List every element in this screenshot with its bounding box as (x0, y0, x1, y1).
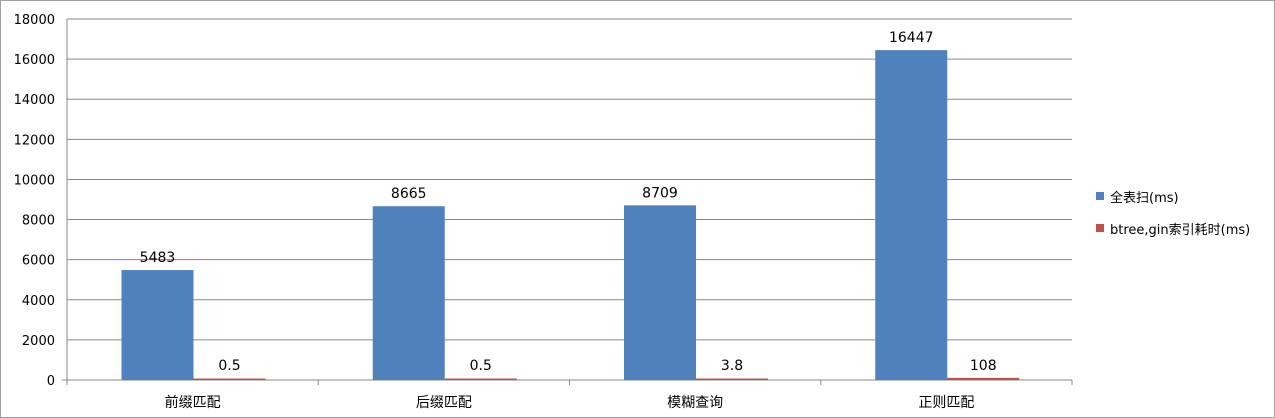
x-category-label: 后缀匹配 (416, 395, 472, 411)
y-tick-label: 14000 (14, 93, 55, 108)
data-label: 8665 (391, 186, 427, 202)
data-label: 3.8 (721, 358, 743, 374)
bar (624, 205, 696, 380)
bar (372, 206, 445, 380)
bar (947, 377, 1020, 380)
bar (121, 270, 194, 380)
data-label: 5483 (140, 250, 176, 266)
y-tick-label: 0 (47, 374, 55, 389)
legend-swatch (1096, 224, 1104, 232)
y-tick-label: 2000 (22, 334, 55, 349)
y-tick-label: 18000 (14, 13, 55, 28)
legend-label: 全表扫(ms) (1110, 190, 1179, 206)
legend-label: btree,gin索引耗时(ms) (1110, 222, 1251, 238)
data-label: 0.5 (218, 358, 240, 374)
y-tick-label: 4000 (22, 294, 55, 309)
y-tick-label: 10000 (14, 173, 55, 188)
data-label: 0.5 (470, 358, 492, 374)
y-tick-label: 6000 (22, 254, 55, 269)
y-tick-label: 12000 (14, 133, 55, 148)
bar (875, 50, 948, 381)
x-category-label: 正则匹配 (918, 395, 974, 411)
x-category-label: 前缀匹配 (165, 394, 221, 411)
legend-item: 全表扫(ms) (1096, 186, 1274, 206)
data-label: 108 (970, 358, 997, 374)
legend-item: btree,gin索引耗时(ms) (1096, 218, 1274, 238)
bar (193, 378, 266, 380)
bar (696, 378, 768, 380)
x-category-label: 模糊查询 (667, 395, 723, 411)
chart-legend: 全表扫(ms) btree,gin索引耗时(ms) (1096, 186, 1274, 250)
legend-swatch (1096, 192, 1104, 200)
data-label: 16447 (889, 30, 934, 46)
y-tick-label: 16000 (14, 53, 55, 68)
data-label: 8709 (642, 185, 678, 201)
bar (444, 378, 517, 380)
y-tick-label: 8000 (22, 214, 55, 229)
